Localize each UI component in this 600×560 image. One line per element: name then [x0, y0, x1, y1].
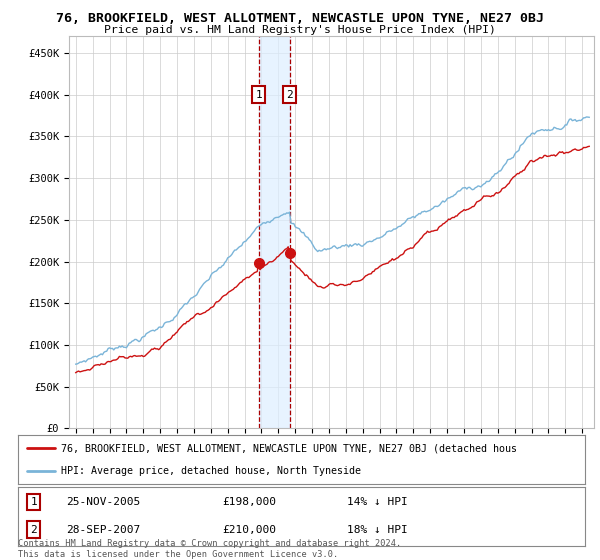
Text: 18% ↓ HPI: 18% ↓ HPI	[347, 525, 407, 535]
Text: Contains HM Land Registry data © Crown copyright and database right 2024.
This d: Contains HM Land Registry data © Crown c…	[18, 539, 401, 559]
Text: 1: 1	[31, 497, 37, 507]
Text: 76, BROOKFIELD, WEST ALLOTMENT, NEWCASTLE UPON TYNE, NE27 0BJ (detached hous: 76, BROOKFIELD, WEST ALLOTMENT, NEWCASTL…	[61, 444, 517, 454]
Text: Price paid vs. HM Land Registry's House Price Index (HPI): Price paid vs. HM Land Registry's House …	[104, 25, 496, 35]
Text: £198,000: £198,000	[222, 497, 276, 507]
Text: 28-SEP-2007: 28-SEP-2007	[66, 525, 140, 535]
Text: 2: 2	[286, 90, 293, 100]
Text: 1: 1	[255, 90, 262, 100]
Text: HPI: Average price, detached house, North Tyneside: HPI: Average price, detached house, Nort…	[61, 466, 361, 476]
Text: 2: 2	[31, 525, 37, 535]
Text: 14% ↓ HPI: 14% ↓ HPI	[347, 497, 407, 507]
Text: 76, BROOKFIELD, WEST ALLOTMENT, NEWCASTLE UPON TYNE, NE27 0BJ: 76, BROOKFIELD, WEST ALLOTMENT, NEWCASTL…	[56, 12, 544, 25]
Text: 25-NOV-2005: 25-NOV-2005	[66, 497, 140, 507]
Text: £210,000: £210,000	[222, 525, 276, 535]
Bar	[259, 36, 290, 428]
